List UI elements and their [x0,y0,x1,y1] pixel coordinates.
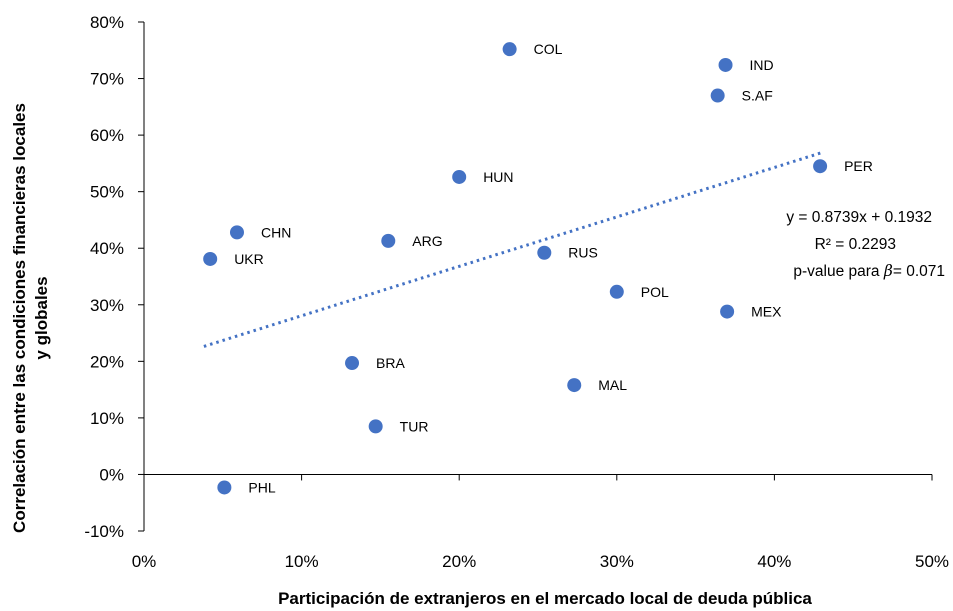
data-label-phl: PHL [248,479,275,495]
data-point-mex [720,304,735,319]
p-value-prefix: p-value para [793,263,883,280]
data-point-ukr [203,251,218,266]
trendline-equation: y = 0.8739x + 0.1932 [786,209,932,226]
p-value-label: p-value para β= 0.071 [793,262,945,280]
y-tick-label: 70% [90,70,124,89]
y-tick-label: 60% [90,126,124,145]
y-tick-label: 20% [90,352,124,371]
data-point-ind [718,57,733,72]
data-point-bra [345,356,360,371]
data-point-arg [381,233,396,248]
data-point-mal [567,378,582,393]
beta-symbol: β [883,262,893,280]
data-point-col [502,42,517,57]
data-point-pol [609,284,624,299]
data-label-pol: POL [641,284,669,300]
data-label-rus: RUS [568,245,598,261]
data-label-ukr: UKR [234,251,264,267]
p-value-suffix: = 0.071 [893,263,945,280]
data-label-mex: MEX [751,304,782,320]
data-label-mal: MAL [598,377,627,393]
y-tick-label: 80% [90,13,124,32]
data-point-phl [217,480,232,495]
data-point-saf [710,88,725,103]
y-axis-title-line-2: y globales [32,276,51,359]
x-tick-label: 10% [285,552,319,571]
data-label-ind: IND [750,57,774,73]
data-point-rus [537,245,552,260]
x-axis-title: Participación de extranjeros en el merca… [278,589,812,608]
trendline [203,151,823,348]
y-axis-ticks: -10% 0% 10% 20% 30% 40% 50% 60% 70% 80% [84,13,144,541]
y-tick-label: -10% [84,522,124,541]
y-tick-label: 30% [90,296,124,315]
data-point-chn [229,225,244,240]
data-label-arg: ARG [412,233,442,249]
data-label-per: PER [844,158,873,174]
data-label-chn: CHN [261,224,291,240]
y-axis-title-line-1: Correlación entre las condiciones financ… [10,103,29,533]
data-label-tur: TUR [400,418,429,434]
r-squared-label: R² = 0.2293 [815,236,896,253]
x-tick-label: 40% [757,552,791,571]
x-axis-ticks: 0% 10% 20% 30% 40% 50% [132,474,949,571]
y-tick-label: 40% [90,239,124,258]
data-point-tur [368,419,383,434]
x-tick-label: 0% [132,552,157,571]
data-points: COL IND S.AF PER HUN CHN ARG UKR RUS POL MEX BRA MAL… [203,41,873,495]
data-label-saf: S.AF [742,88,773,104]
data-point-per [813,159,828,174]
x-tick-label: 30% [600,552,634,571]
y-tick-label: 10% [90,409,124,428]
x-tick-label: 50% [915,552,949,571]
y-tick-label: 0% [99,465,124,484]
data-label-bra: BRA [376,355,405,371]
data-label-col: COL [534,41,563,57]
x-tick-label: 20% [442,552,476,571]
y-tick-label: 50% [90,183,124,202]
data-label-hun: HUN [483,169,513,185]
data-point-hun [452,169,467,184]
